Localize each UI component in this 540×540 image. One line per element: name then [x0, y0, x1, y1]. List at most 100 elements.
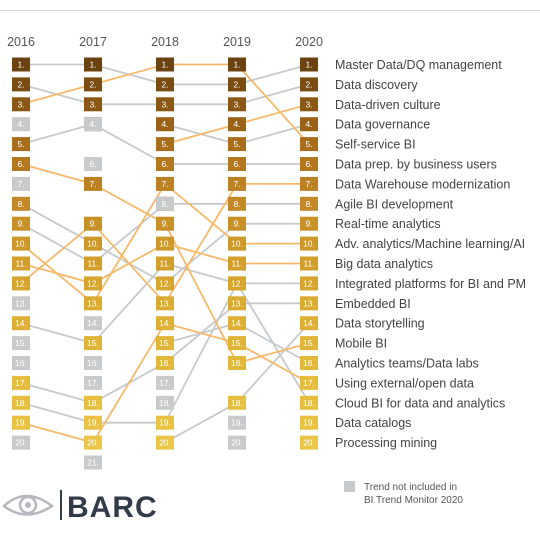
topic-label-20: Processing mining [335, 436, 437, 450]
rank-box-2017-9-label: 9. [89, 219, 96, 229]
rank-box-2016-9 [12, 216, 30, 231]
rank-box-2017-18 [84, 395, 102, 410]
rank-box-2019-14 [228, 316, 246, 331]
rank-box-2017-2 [84, 77, 102, 92]
excluded-box-2016-15-label: 15. [15, 338, 27, 348]
excluded-box-2017-17 [84, 375, 102, 390]
rank-box-2016-19 [12, 415, 30, 430]
rank-box-2019-5-label: 5. [233, 139, 240, 149]
excluded-box-2017-4-label: 4. [89, 119, 96, 129]
rank-box-2016-5-label: 5. [17, 139, 24, 149]
rank-box-2017-19 [84, 415, 102, 430]
rank-box-2018-2 [156, 77, 174, 92]
rank-box-2017-15-label: 15. [87, 338, 99, 348]
excluded-box-2016-13 [12, 296, 30, 311]
rank-box-2019-2-label: 2. [233, 79, 240, 89]
excluded-box-2016-16-label: 16. [15, 358, 27, 368]
rank-box-2017-2-label: 2. [89, 79, 96, 89]
rank-box-2020-3-label: 3. [305, 99, 312, 109]
rank-box-2020-3 [300, 97, 318, 112]
rank-box-2017-18-label: 18. [87, 398, 99, 408]
rank-box-2020-18-label: 18. [303, 398, 315, 408]
rank-box-2018-12-label: 12. [159, 278, 171, 288]
topic-label-1: Master Data/DQ management [335, 58, 502, 72]
rank-box-2018-20-label: 20. [159, 438, 171, 448]
rank-box-2020-11-label: 11. [303, 259, 314, 269]
rank-box-2016-14-label: 14. [15, 318, 27, 328]
rank-box-2016-8 [12, 196, 30, 211]
excluded-box-2016-7 [12, 176, 30, 191]
rank-box-2016-17-label: 17. [15, 378, 27, 388]
rank-box-2020-2 [300, 77, 318, 92]
excluded-box-2019-20 [228, 435, 246, 450]
rank-box-2020-12-label: 12. [303, 278, 315, 288]
rank-box-2019-7-label: 7. [233, 179, 240, 189]
rank-box-2017-9 [84, 216, 102, 231]
excluded-box-2017-14 [84, 316, 102, 331]
rank-box-2016-3-label: 3. [17, 99, 24, 109]
rank-box-2018-4-label: 4. [161, 119, 168, 129]
rank-box-2018-11-label: 11. [159, 259, 170, 269]
rank-box-2020-15 [300, 336, 318, 351]
rank-box-2018-7 [156, 176, 174, 191]
excluded-box-2016-7-label: 7. [17, 179, 24, 189]
rank-box-2016-12-label: 12. [15, 278, 27, 288]
excluded-box-2016-20-label: 20. [15, 438, 27, 448]
rank-box-2019-8 [228, 196, 246, 211]
rank-box-2019-18 [228, 395, 246, 410]
rank-box-2019-10-label: 10. [231, 239, 243, 249]
excluded-box-2017-21 [84, 455, 102, 470]
rank-box-2018-19-label: 19. [159, 418, 171, 428]
rank-box-2020-9-label: 9. [305, 219, 312, 229]
topic-label-4: Data governance [335, 118, 430, 132]
rank-box-2020-13 [300, 296, 318, 311]
rank-box-2019-15-label: 15. [231, 338, 243, 348]
rank-box-2018-3 [156, 97, 174, 112]
topic-label-7: Data Warehouse modernization [335, 177, 510, 191]
rank-box-2017-1 [84, 57, 102, 72]
excluded-box-2017-16 [84, 356, 102, 370]
rank-box-2020-20-label: 20. [303, 438, 315, 448]
rank-box-2019-6 [228, 157, 246, 171]
rank-box-2019-13 [228, 296, 246, 311]
rank-box-2019-11-label: 11. [231, 259, 242, 269]
rank-box-2020-4 [300, 117, 318, 132]
rank-box-2018-14 [156, 316, 174, 331]
excluded-box-2016-16 [12, 356, 30, 370]
rank-box-2019-5 [228, 137, 246, 152]
rank-box-2020-18 [300, 395, 318, 410]
rank-box-2017-19-label: 19. [87, 418, 99, 428]
rank-box-2020-17 [300, 375, 318, 390]
rank-box-2020-9 [300, 216, 318, 231]
rank-box-2020-19 [300, 415, 318, 430]
rank-box-2020-19-label: 19. [303, 418, 315, 428]
rank-box-2019-1 [228, 57, 246, 72]
rank-box-2018-11 [156, 256, 174, 271]
rank-box-2017-20-label: 20. [87, 438, 99, 448]
rank-box-2017-11-label: 11. [87, 259, 98, 269]
excluded-box-2017-6-label: 6. [89, 159, 96, 169]
year-label-2019: 2019 [223, 35, 251, 49]
rank-box-2018-9 [156, 216, 174, 231]
excluded-box-2016-4 [12, 117, 30, 132]
rank-box-2018-4 [156, 117, 174, 132]
excluded-box-2018-8 [156, 196, 174, 211]
rank-box-2019-4 [228, 117, 246, 132]
rank-box-2019-1-label: 1. [233, 60, 240, 70]
rank-box-2018-15-label: 15. [159, 338, 171, 348]
excluded-box-2016-13-label: 13. [15, 298, 27, 308]
rank-box-2020-5-label: 5. [305, 139, 312, 149]
excluded-box-2016-20 [12, 435, 30, 450]
rank-box-2020-17-label: 17. [303, 378, 315, 388]
barc-logo: BARC [2, 490, 157, 524]
rank-box-2017-7-label: 7. [89, 179, 96, 189]
excluded-box-2019-19-label: 19. [231, 418, 243, 428]
rank-box-2020-7 [300, 176, 318, 191]
rank-boxes: 1. 1. 2. 2. 1. 2. 3. 3. 3. 2. 5. 4. 3. 4. 5. 4. 3. 2. 1. 1.… [12, 57, 318, 470]
rank-box-2018-10-label: 10. [159, 239, 171, 249]
rank-box-2019-6-label: 6. [233, 159, 240, 169]
rank-box-2020-16 [300, 356, 318, 370]
rank-box-2019-11 [228, 256, 246, 271]
topic-label-13: Embedded BI [335, 297, 411, 311]
